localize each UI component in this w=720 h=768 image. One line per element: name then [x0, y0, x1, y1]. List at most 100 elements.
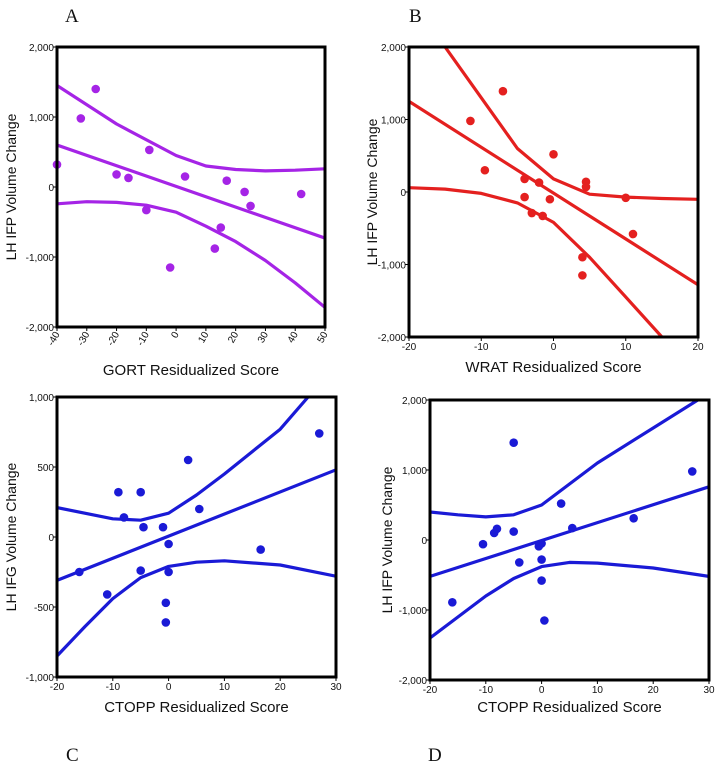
chart-b-ytick-label-4: 2,000: [381, 43, 406, 54]
chart-d-point-3: [492, 524, 502, 534]
chart-a-xtick-label-3: -10: [135, 330, 152, 348]
chart-c-point-14: [256, 545, 265, 554]
chart-c-point-10: [161, 598, 171, 608]
chart-c-point-4: [136, 487, 145, 497]
chart-d-point-10: [537, 576, 546, 585]
chart-d-point-4: [509, 438, 518, 448]
chart-b-x-axis-label: WRAT Residualized Score: [465, 359, 641, 376]
chart-c-point-15: [314, 429, 324, 438]
panel-label-a: A: [65, 6, 79, 27]
chart-b-xtick-label-1: -10: [474, 342, 489, 353]
chart-a-xtick-label-6: 20: [226, 330, 241, 346]
chart-a: -40 -30 -20 -10 0 10 20 30 40 50-2,000-1,00001,00…: [3, 43, 331, 379]
chart-c-point-5: [139, 522, 148, 532]
chart-d-point-5: [509, 527, 518, 536]
chart-b-ci-upper: [443, 47, 698, 201]
chart-c-point-3: [119, 513, 129, 522]
chart-d-ytick-label-1: -1,000: [399, 606, 428, 617]
chart-d-point-12: [556, 499, 566, 508]
chart-c-xtick-label-4: 20: [275, 682, 287, 693]
panel-label-d: D: [428, 745, 442, 766]
chart-c-xtick-label-5: 30: [330, 682, 342, 693]
chart-c-point-1: [102, 590, 112, 599]
chart-b-point-3: [520, 174, 529, 184]
chart-d-fit-line: [430, 485, 709, 578]
chart-c-xtick-label-0: -20: [50, 682, 65, 693]
chart-c-point-7: [158, 522, 168, 532]
chart-b-point-15: [628, 229, 638, 239]
chart-b-ci-lower: [409, 186, 664, 337]
chart-c-ytick-label-2: 0: [48, 533, 54, 544]
chart-c-fit-line: [57, 468, 336, 582]
chart-a-ytick-label-3: 1,000: [29, 113, 54, 124]
chart-a-point-3: [112, 170, 121, 179]
chart-b-ytick-label-1: -1,000: [378, 261, 407, 272]
chart-c-ytick-label-4: 1,000: [29, 393, 54, 404]
chart-b-point-11: [581, 182, 591, 192]
chart-b: -20 -10 0 10 20 -2,000 -1,000 0 1,000 2,000 WRAT R…: [364, 43, 704, 376]
chart-a-point-5: [145, 145, 154, 155]
chart-b-ytick-label-3: 1,000: [381, 116, 406, 127]
chart-c-point-9: [164, 567, 173, 577]
chart-a-xtick-label-8: 40: [286, 330, 301, 346]
chart-a-point-9: [210, 244, 220, 253]
chart-c-point-11: [161, 618, 171, 627]
chart-a-point-14: [296, 189, 306, 199]
chart-a-point-4: [124, 173, 133, 183]
chart-a-xtick-label-4: 0: [169, 330, 182, 341]
panel-label-b: B: [409, 6, 422, 27]
chart-c-point-13: [194, 504, 204, 514]
chart-d-point-0: [448, 598, 457, 607]
chart-a-point-8: [180, 172, 190, 181]
panel-label-c: C: [66, 745, 79, 766]
chart-d-xtick-label-0: -20: [423, 685, 438, 696]
chart-c-point-2: [114, 487, 123, 497]
chart-a-point-6: [142, 205, 151, 215]
chart-a-ytick-label-0: -2,000: [26, 323, 55, 334]
chart-b-point-8: [545, 194, 555, 204]
chart-b-point-7: [538, 211, 547, 221]
chart-b-xtick-label-0: -20: [402, 342, 417, 353]
chart-a-point-1: [76, 114, 86, 123]
chart-c-xtick-label-1: -10: [106, 682, 121, 693]
chart-b-y-axis-label: LH IFP Volume Change: [364, 118, 380, 265]
chart-d-point-15: [687, 467, 697, 476]
chart-c-point-6: [136, 566, 145, 575]
chart-d-ytick-label-4: 2,000: [402, 396, 427, 407]
chart-d-frame: [428, 398, 711, 682]
chart-a-x-axis-label: GORT Residualized Score: [103, 362, 279, 379]
chart-c-ci-lower: [57, 559, 336, 658]
chart-c-ytick-label-0: -1,000: [26, 673, 55, 684]
chart-c-x-axis-label: CTOPP Residualized Score: [104, 699, 289, 716]
chart-a-xtick-label-5: 10: [196, 330, 211, 346]
chart-b-ytick-label-2: 0: [400, 188, 406, 199]
chart-b-point-5: [534, 178, 544, 187]
chart-b-xtick-label-4: 20: [692, 342, 704, 353]
chart-c-xtick-label-3: 10: [219, 682, 231, 693]
chart-a-point-11: [222, 176, 232, 185]
chart-a-xtick-label-9: 50: [316, 330, 331, 346]
chart-a-ci-lower: [57, 200, 325, 309]
chart-a-ytick-label-4: 2,000: [29, 43, 54, 54]
chart-b-point-14: [621, 193, 631, 203]
chart-a-point-2: [91, 84, 101, 94]
chart-b-point-2: [480, 165, 490, 175]
chart-b-point-0: [466, 116, 475, 126]
chart-a-fit-line: [57, 143, 325, 240]
chart-d-point-9: [537, 555, 546, 564]
chart-b-point-4: [520, 192, 529, 202]
chart-c-ci-upper: [57, 397, 310, 522]
chart-d-ytick-label-2: 0: [421, 536, 427, 547]
chart-d-point-8: [537, 539, 546, 548]
chart-b-fit-line: [409, 99, 698, 287]
chart-d-ytick-label-0: -2,000: [399, 676, 428, 687]
chart-d-point-11: [540, 616, 549, 625]
chart-d-point-13: [567, 523, 577, 533]
chart-d-y-axis-label: LH IFP Volume Change: [379, 466, 395, 613]
chart-c-ytick-label-1: -500: [34, 603, 54, 614]
chart-b-point-9: [549, 150, 558, 159]
chart-a-point-13: [246, 201, 255, 211]
chart-c: -20 -10 0 10 20 30 -1,000 -500 0 500 1,000 CTOPP Re…: [3, 393, 342, 716]
chart-b-point-13: [578, 271, 587, 280]
chart-c-ytick-label-3: 500: [37, 463, 54, 474]
